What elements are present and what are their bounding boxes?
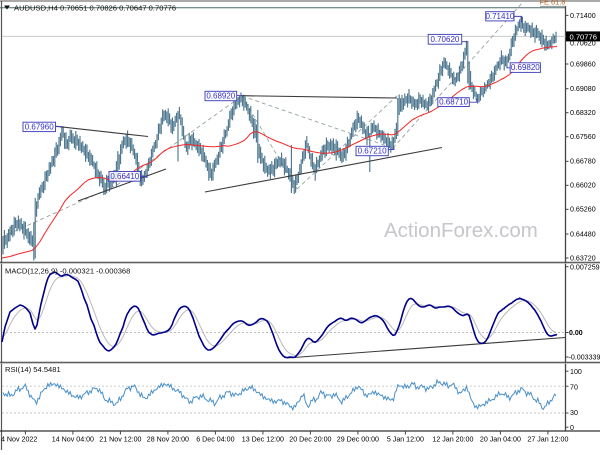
svg-text:28 Nov 20:00: 28 Nov 20:00 [147,436,189,444]
svg-text:6 Dec 04:00: 6 Dec 04:00 [196,436,234,444]
svg-text:-0.003339: -0.003339 [569,354,600,362]
svg-text:0.70776: 0.70776 [570,33,597,42]
svg-text:0.67960: 0.67960 [25,123,54,132]
svg-text:27 Jan 12:00: 27 Jan 12:00 [527,436,568,444]
svg-text:0: 0 [570,424,574,432]
svg-text:100: 100 [570,368,582,376]
svg-text:RSI(14) 54.5481: RSI(14) 54.5481 [5,365,61,374]
svg-text:MACD(12,26,9) -0.000321 -0.000: MACD(12,26,9) -0.000321 -0.000368 [5,267,130,276]
svg-text:20 Jan 04:00: 20 Jan 04:00 [480,436,521,444]
svg-text:14 Nov 04:00: 14 Nov 04:00 [52,436,94,444]
svg-text:0.66020: 0.66020 [570,182,596,190]
svg-text:20 Dec 20:00: 20 Dec 20:00 [289,436,331,444]
svg-text:29 Dec 00:00: 29 Dec 00:00 [337,436,379,444]
svg-text:0.00: 0.00 [569,330,583,337]
svg-text:0.71400: 0.71400 [570,12,596,20]
svg-text:13 Dec 12:00: 13 Dec 12:00 [242,436,284,444]
svg-text:0.68920: 0.68920 [206,92,235,101]
svg-text:5 Jan 12:00: 5 Jan 12:00 [387,436,424,444]
svg-text:0.70620: 0.70620 [430,35,459,44]
svg-text:0.67210: 0.67210 [358,147,387,156]
svg-text:FE 61.8: FE 61.8 [540,0,566,7]
svg-text:0.66410: 0.66410 [110,172,139,181]
svg-text:21 Nov 12:00: 21 Nov 12:00 [99,436,141,444]
svg-text:0.69820: 0.69820 [511,63,540,72]
svg-text:0.71410: 0.71410 [485,12,514,21]
svg-text:0.66780: 0.66780 [570,158,596,166]
svg-text:0.68320: 0.68320 [570,109,596,117]
svg-text:30: 30 [570,409,578,417]
svg-text:0.69860: 0.69860 [570,60,596,68]
svg-text:0.64480: 0.64480 [570,230,596,238]
svg-text:0.65260: 0.65260 [570,206,596,214]
svg-text:12 Jan 20:00: 12 Jan 20:00 [432,436,473,444]
svg-text:ActionForex.com: ActionForex.com [384,219,538,242]
svg-text:0.007259: 0.007259 [570,264,600,272]
svg-text:70: 70 [570,383,578,391]
svg-text:AUDUSD,H4 0.70651 0.70826 0.7: AUDUSD,H4 0.70651 0.70826 0.70647 0.7077… [14,3,176,12]
svg-text:0.67560: 0.67560 [570,133,596,141]
svg-text:0.63720: 0.63720 [570,254,596,262]
svg-text:0.68710: 0.68710 [439,98,468,107]
svg-text:0.69080: 0.69080 [570,85,596,93]
svg-text:4 Nov 2022: 4 Nov 2022 [1,436,37,444]
